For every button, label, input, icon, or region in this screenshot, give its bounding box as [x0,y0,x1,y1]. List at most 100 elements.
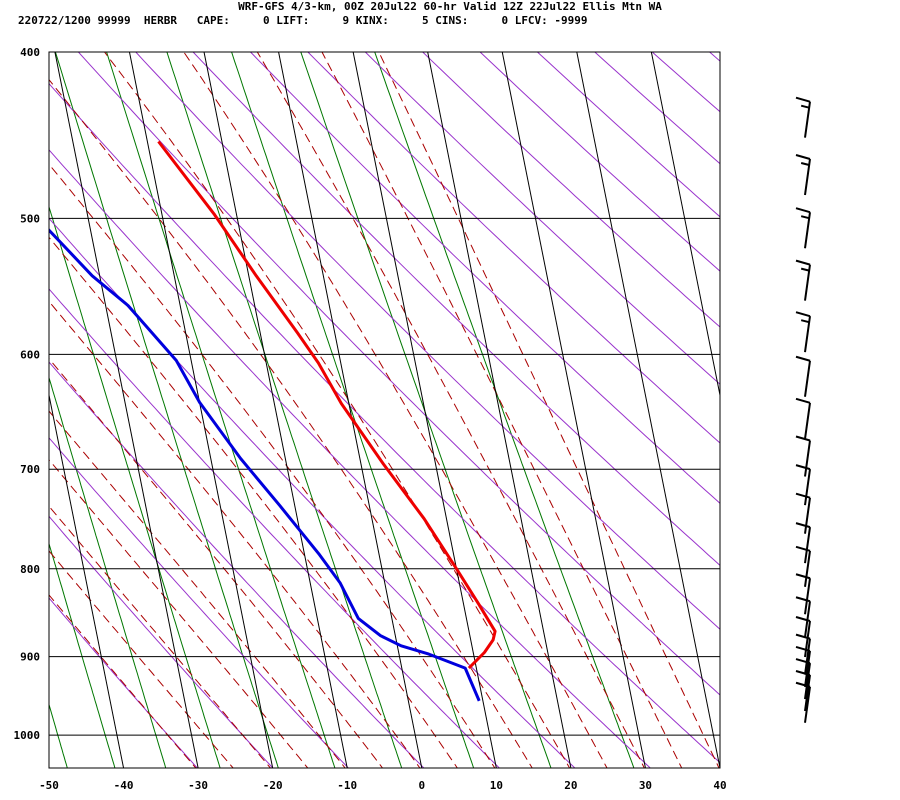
wind-barb [795,207,811,249]
x-tick-label: -40 [114,779,134,792]
wind-barb [795,259,811,301]
isotherm--20 [128,52,274,768]
x-tick-label: 10 [490,779,503,792]
wind-barb-flag [795,311,811,318]
wind-barb-flag [795,681,811,688]
x-tick-label: -50 [39,779,59,792]
wind-barb [795,573,811,615]
wind-barb [795,616,811,658]
x-tick-labels: -50 -40 -30 -20 -10 0 10 20 30 40 [39,779,727,792]
moist-adiabat [49,78,533,768]
wind-barb-shaft [804,638,811,675]
dry-adiabat [192,52,720,567]
dry-adiabat [536,52,720,218]
moist-adiabats [49,52,720,768]
wind-barb-flag [795,96,811,103]
wind-barb-flag [795,596,811,603]
dry-adiabats [49,14,900,779]
dry-adiabat [364,52,720,385]
wind-barb [795,658,811,700]
dry-adiabat [49,361,425,768]
dry-adiabat [479,52,720,272]
x-tick-label: 20 [564,779,577,792]
wind-barb [795,464,811,506]
dry-adiabat [49,597,198,768]
mixing-ratio-line [106,52,336,768]
moist-adiabat [49,459,309,768]
isotherm--40 [49,392,125,768]
x-tick-label: -10 [337,779,357,792]
dry-adiabat [77,52,720,696]
y-tick-label: 400 [20,46,40,59]
moist-adiabat [49,357,384,768]
wind-barb-shaft [804,360,811,397]
isotherm--30 [54,52,199,768]
wind-barb-flag [795,464,811,471]
wind-barb-shaft [804,601,811,638]
wind-barb [795,397,811,439]
isotherms [49,52,869,768]
isotherm--10 [203,52,348,768]
wind-barb-half-flag [800,104,810,109]
wind-barb-shaft [804,550,811,587]
mixing-ratio-line [166,52,403,768]
x-tick-label: 30 [639,779,652,792]
wind-barb-flag [795,633,811,640]
wind-barb [795,154,811,196]
dry-adiabat [49,217,576,768]
moist-adiabat [49,410,346,768]
wind-barb-flag [795,522,811,529]
wind-barb-flag [795,616,811,622]
wind-barb [795,522,811,564]
y-tick-label: 1000 [14,729,41,742]
moist-adiabat [49,300,421,768]
mixing-ratio-line [49,702,68,768]
wind-barb-shaft [804,440,811,477]
plot-frame [48,51,721,769]
wind-barb-shaft [804,662,811,700]
moist-adiabat [321,52,683,768]
wind-barb-half-flag [800,215,810,220]
y-tick-labels: 400 500 600 700 800 900 1000 [14,46,41,742]
y-tick-label: 600 [20,348,40,361]
dry-adiabat [421,52,720,328]
wind-barb-flag [795,355,811,362]
wind-barb [795,435,811,477]
moist-adiabat [49,163,496,768]
wind-barb-shaft [804,402,811,439]
wind-barb-shaft [804,468,811,506]
dry-adiabat [307,52,720,444]
isotherm-50 [650,52,720,398]
wind-barb [795,355,811,397]
wind-barb [795,670,811,712]
dry-adiabat [49,515,274,768]
dewpoint-line [49,227,481,702]
wind-barb-shaft [804,650,811,688]
mixing-ratio-line [49,205,221,768]
x-tick-label: 0 [418,779,425,792]
y-tick-label: 500 [20,212,40,225]
isotherm-60 [726,52,869,768]
dry-adiabat [836,14,900,779]
wind-barb [795,596,811,638]
wind-barb-shaft [804,686,811,723]
wind-barb-half-flag [800,319,810,324]
dry-adiabat [779,14,900,779]
wind-barb-flag [795,207,811,214]
temperature-line [157,140,497,670]
dry-adiabat [594,52,720,165]
wind-barb [795,311,811,353]
moist-adiabat [49,236,458,768]
wind-barb-shaft [804,497,811,534]
wind-barb-shaft [804,674,811,712]
wind-barb [795,492,811,534]
wind-barb-flag [795,492,811,499]
wind-barb-half-flag [800,162,810,166]
wind-barb-flag [795,154,811,160]
isotherm-0 [278,52,423,768]
wind-barb [795,96,811,138]
wind-barb-flag [795,658,811,665]
dry-adiabat [249,52,720,504]
wind-barb-flag [795,435,811,442]
